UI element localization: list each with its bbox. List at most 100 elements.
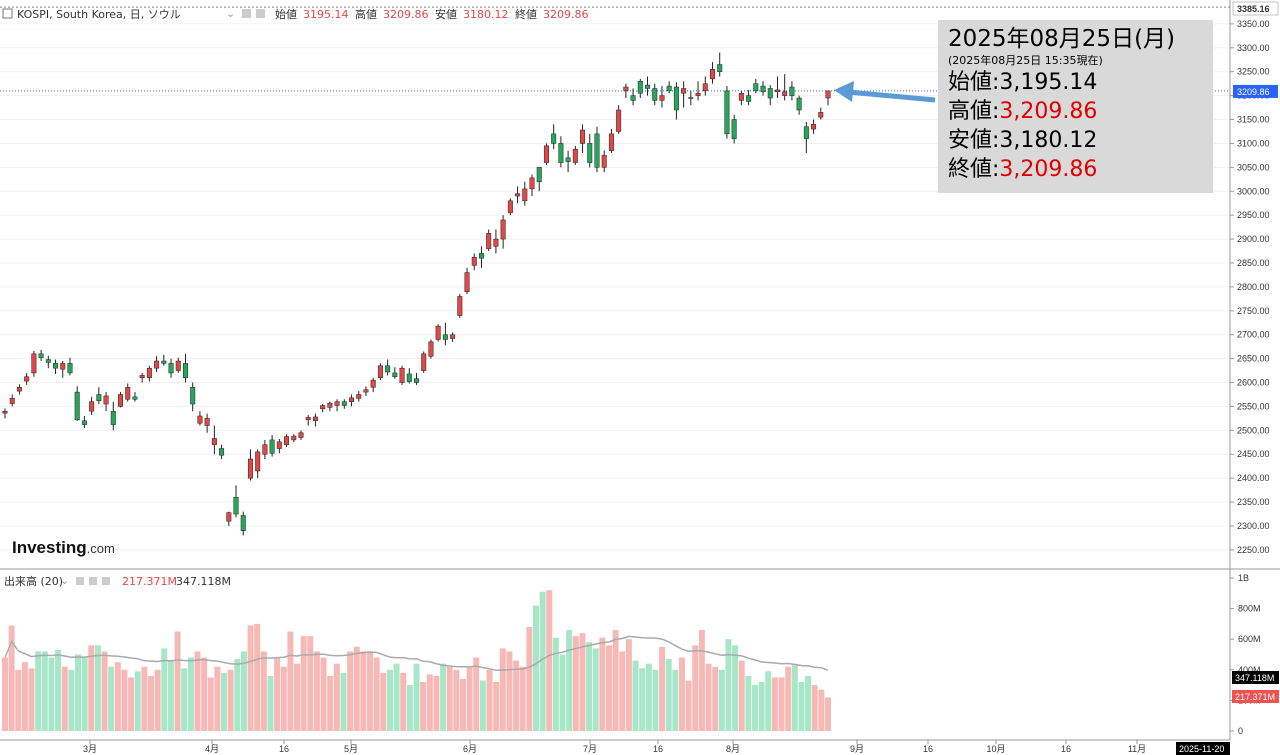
volume-bar [592, 648, 599, 731]
candle-body [175, 360, 181, 371]
candle [493, 229, 499, 254]
candle [746, 89, 752, 106]
candle [60, 361, 66, 378]
candle-body [233, 497, 239, 515]
candle [608, 129, 614, 154]
candle [161, 354, 167, 366]
candlestick-series [2, 52, 831, 536]
candle-body [572, 148, 578, 163]
volume-bar [260, 651, 267, 731]
info-open-label: 始値: [948, 70, 1000, 95]
volume-bar [513, 660, 520, 731]
candle-body [421, 353, 427, 371]
candle [103, 392, 109, 412]
candle-body [673, 86, 679, 111]
price-tick-label: 2300.00 [1237, 521, 1270, 531]
volume-bar [825, 697, 831, 731]
candle-body [710, 69, 715, 80]
price-tick-label: 2750.00 [1237, 306, 1270, 316]
volume-bar [718, 669, 725, 731]
candle-body [60, 363, 66, 370]
volume-bar [725, 639, 732, 731]
candle [774, 76, 780, 99]
candle [327, 401, 333, 412]
candle [565, 150, 571, 173]
volume-bar [8, 625, 15, 731]
volume-bar [214, 666, 221, 731]
header-high-label: 高値 [355, 7, 377, 21]
candle-body [146, 367, 152, 378]
candle [450, 332, 456, 342]
candle-body [760, 85, 766, 93]
price-tick-label: 2600.00 [1237, 378, 1270, 388]
volume-chevron-icon[interactable]: ⌄ [60, 574, 69, 587]
close-icon[interactable] [256, 9, 265, 18]
volume-bar [406, 685, 413, 731]
chevron-down-icon[interactable]: ⌄ [226, 7, 235, 20]
time-tick-label: 16 [923, 744, 933, 754]
time-tick-label: 16 [1061, 744, 1071, 754]
candle [818, 107, 824, 120]
candle [175, 357, 181, 373]
volume-bar [121, 669, 128, 731]
candle [385, 359, 391, 376]
volume-bar [420, 682, 427, 731]
candle-body [16, 387, 22, 392]
volume-bar [267, 675, 274, 731]
info-high: 3,209.86 [999, 99, 1098, 124]
candle-body [96, 394, 102, 401]
candle [580, 124, 586, 154]
price-tick-label: 2850.00 [1237, 258, 1270, 268]
info-close-label: 終値: [948, 157, 1000, 182]
candle-body [219, 448, 225, 456]
candle [125, 383, 131, 402]
candle-body [774, 89, 780, 93]
volume-bar [35, 651, 42, 731]
volume-bar [771, 677, 778, 731]
candle [247, 449, 253, 481]
volume-bar [340, 672, 347, 731]
candle [9, 394, 15, 407]
volume-bar [386, 669, 393, 731]
candle-body [211, 438, 217, 445]
volume-bar [274, 657, 281, 731]
candle [377, 363, 383, 381]
collapse-icon[interactable] [2, 8, 13, 19]
candle-body [182, 363, 188, 378]
candle-body [594, 133, 600, 168]
volume-bar [134, 671, 141, 731]
candle [406, 368, 412, 384]
volume-bar [400, 672, 407, 731]
volume-bar [154, 669, 161, 731]
candle [182, 353, 188, 383]
candle-body [89, 401, 95, 412]
candle [507, 198, 513, 216]
volume-close-icon[interactable] [102, 577, 110, 585]
volume-bar [805, 675, 812, 731]
volume-bar [685, 680, 692, 731]
volume-bar [367, 651, 374, 731]
candle-body [551, 133, 557, 144]
candle [688, 90, 694, 106]
volume-bar [128, 677, 135, 731]
volume-settings-icon[interactable] [76, 577, 84, 585]
candle-body [38, 353, 44, 358]
candle-body [652, 88, 658, 101]
candle-body [363, 389, 369, 393]
volume-bar [221, 672, 228, 731]
candle-body [428, 341, 434, 357]
candle-body [515, 193, 521, 197]
candle-body [536, 167, 542, 182]
candle [695, 81, 701, 101]
candle [825, 90, 831, 106]
volume-bar [732, 645, 739, 731]
volume-bar [572, 636, 579, 731]
candle [796, 95, 802, 115]
settings-icon[interactable] [242, 9, 251, 18]
volume-eye-icon[interactable] [89, 577, 97, 585]
candle-body [601, 155, 607, 168]
volume-bar [672, 669, 679, 731]
candle [435, 324, 441, 342]
volume-bar [254, 623, 261, 731]
volume-bar [55, 649, 62, 731]
